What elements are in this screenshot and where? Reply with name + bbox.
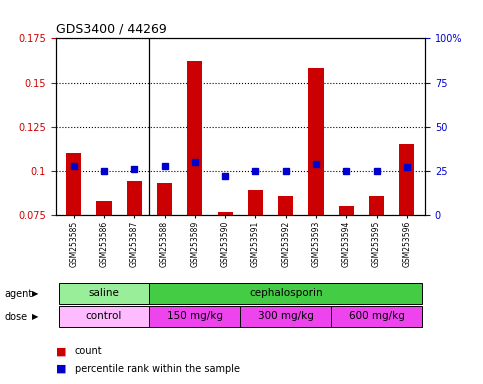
FancyBboxPatch shape [58, 283, 149, 304]
FancyBboxPatch shape [58, 306, 149, 327]
Text: count: count [75, 346, 102, 356]
Text: ▶: ▶ [31, 289, 38, 298]
Text: GDS3400 / 44269: GDS3400 / 44269 [56, 23, 166, 36]
Text: control: control [86, 311, 122, 321]
Bar [278, 195, 293, 215]
Text: ■: ■ [56, 364, 66, 374]
Bar [399, 144, 414, 215]
Bar [248, 190, 263, 215]
FancyBboxPatch shape [149, 306, 241, 327]
Bar [217, 212, 233, 215]
Bar [157, 183, 172, 215]
FancyBboxPatch shape [331, 306, 422, 327]
Text: dose: dose [5, 312, 28, 322]
Text: ▶: ▶ [31, 312, 38, 321]
Bar [66, 153, 81, 215]
Bar [369, 195, 384, 215]
Text: saline: saline [88, 288, 119, 298]
Bar [187, 61, 202, 215]
FancyBboxPatch shape [241, 306, 331, 327]
Text: ■: ■ [56, 346, 66, 356]
Text: 600 mg/kg: 600 mg/kg [349, 311, 405, 321]
Bar [97, 201, 112, 215]
Text: 300 mg/kg: 300 mg/kg [258, 311, 313, 321]
Text: agent: agent [5, 289, 33, 299]
Text: 150 mg/kg: 150 mg/kg [167, 311, 223, 321]
Bar [309, 68, 324, 215]
Text: cephalosporin: cephalosporin [249, 288, 323, 298]
Bar [127, 182, 142, 215]
FancyBboxPatch shape [149, 283, 422, 304]
Text: percentile rank within the sample: percentile rank within the sample [75, 364, 240, 374]
Bar [339, 206, 354, 215]
